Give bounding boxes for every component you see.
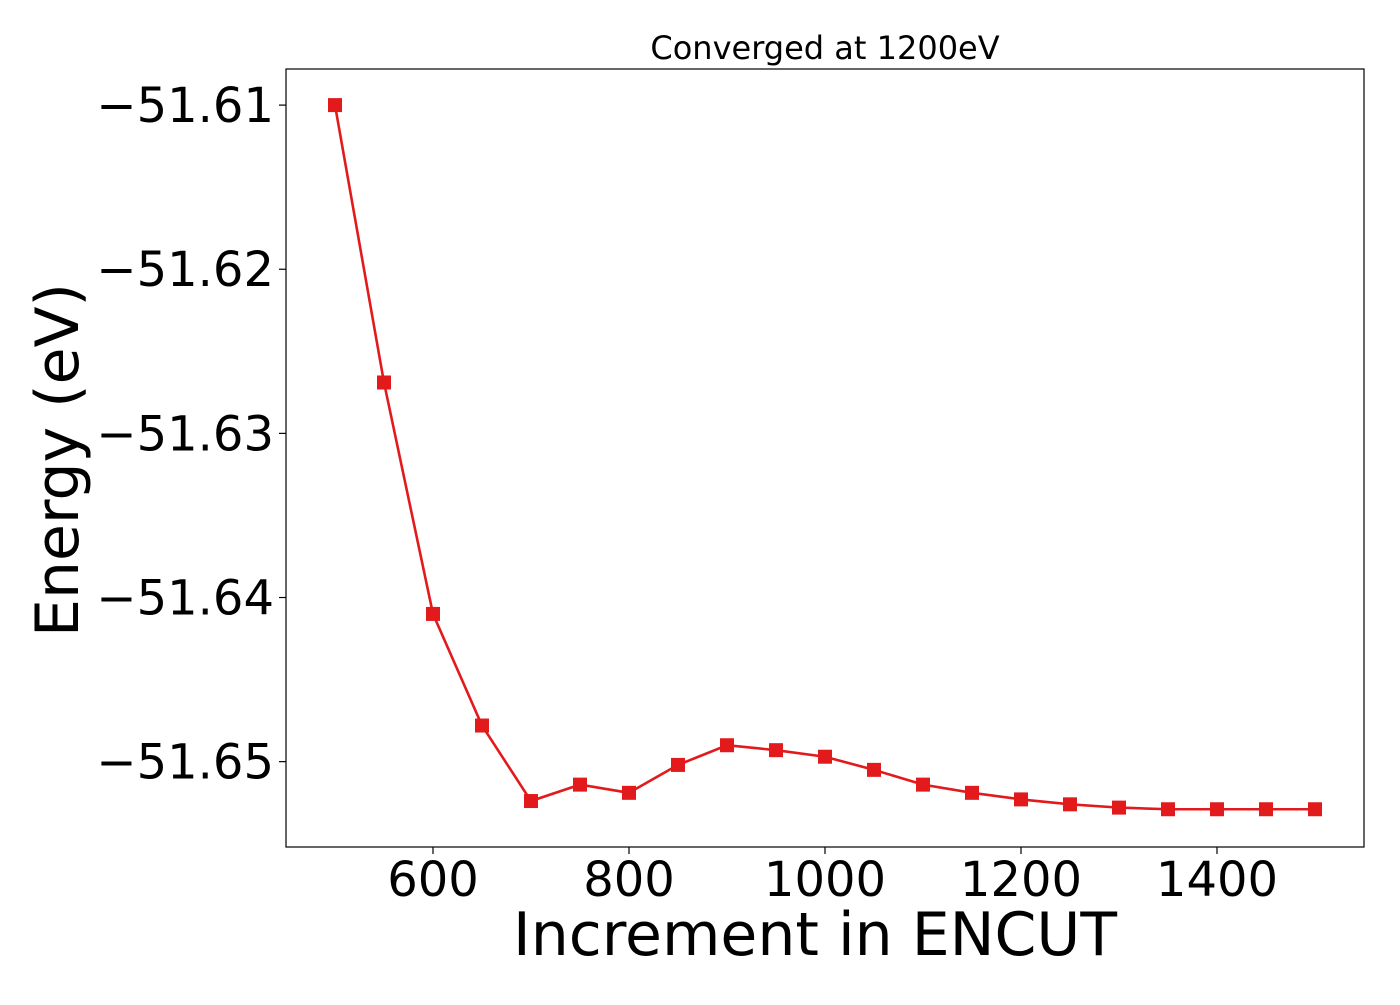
x-tick-label: 800 [583, 852, 675, 908]
data-point-marker [916, 777, 930, 792]
y-axis-ticks: −51.61 −51.62 −51.63 −51.64 −51.65 [96, 78, 286, 791]
x-tick-label: 1200 [960, 852, 1082, 908]
data-point-marker [1259, 802, 1273, 817]
series-layer [328, 98, 1322, 817]
data-point-marker [1063, 797, 1077, 812]
data-point-marker [818, 749, 832, 764]
data-point-marker [867, 762, 881, 777]
x-tick-label: 1400 [1156, 852, 1278, 908]
plot-frame [285, 68, 1365, 848]
x-axis-label: Increment in ENCUT [513, 900, 1117, 970]
y-tick-label: −51.65 [96, 735, 274, 791]
data-point-marker [524, 794, 538, 809]
chart-title: Converged at 1200eV [650, 29, 999, 67]
x-axis-ticks: 600 800 1000 1200 1400 [387, 847, 1278, 908]
data-point-marker [671, 757, 685, 772]
x-tick-label: 1000 [764, 852, 886, 908]
data-point-marker [475, 718, 489, 733]
y-tick-label: −51.62 [96, 242, 274, 298]
data-point-marker [377, 375, 391, 390]
data-point-marker [965, 785, 979, 800]
data-point-marker [426, 606, 440, 621]
data-point-marker [573, 777, 587, 792]
data-point-marker [328, 98, 342, 113]
data-point-marker [769, 743, 783, 758]
data-point-marker [1308, 802, 1322, 817]
data-point-marker [1210, 802, 1224, 817]
data-point-marker [1161, 802, 1175, 817]
data-point-marker [720, 738, 734, 753]
series-line [333, 104, 1315, 811]
y-tick-label: −51.63 [96, 406, 274, 462]
y-tick-label: −51.64 [96, 571, 274, 627]
data-point-marker [1112, 800, 1126, 815]
y-tick-label: −51.61 [96, 78, 274, 134]
x-tick-label: 600 [387, 852, 479, 908]
data-point-marker [1014, 792, 1028, 807]
data-point-marker [622, 785, 636, 800]
y-axis-label: Energy (eV) [23, 283, 93, 637]
